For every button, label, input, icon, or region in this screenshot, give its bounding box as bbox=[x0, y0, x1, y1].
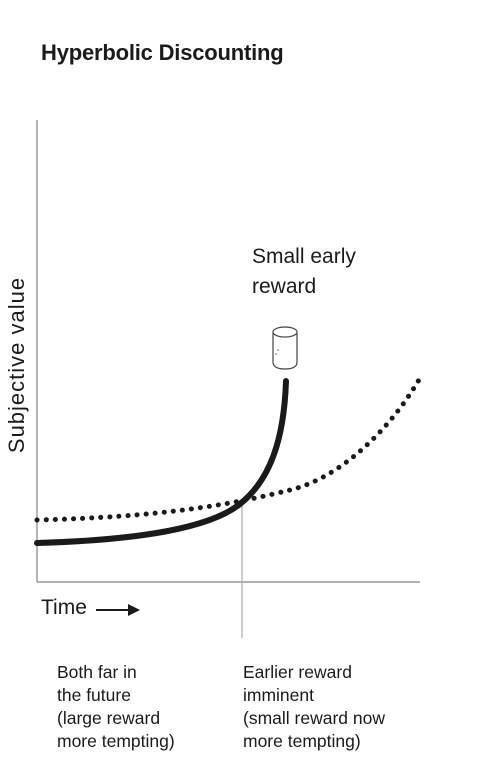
near-note-line: Earlier reward bbox=[243, 662, 352, 682]
far-note-line: (large reward bbox=[57, 708, 161, 728]
near-note-line: more tempting) bbox=[243, 731, 361, 751]
marshmallow-icon bbox=[272, 326, 298, 370]
diagram-title: Hyperbolic Discounting bbox=[41, 40, 284, 65]
near-note-line: imminent bbox=[243, 685, 314, 705]
far-future-note: Both far in the future (large reward mor… bbox=[57, 661, 175, 753]
dotted-discount-curve bbox=[34, 375, 423, 523]
far-note-line: the future bbox=[57, 685, 131, 705]
x-axis-label: Time bbox=[41, 596, 87, 619]
far-note-line: more tempting) bbox=[57, 731, 175, 751]
solid-discount-curve bbox=[34, 378, 289, 546]
near-note-line: (small reward now bbox=[243, 708, 385, 728]
annotation-line-1: Small early bbox=[252, 245, 356, 268]
small-early-reward-label: Small early reward bbox=[252, 242, 356, 302]
annotation-line-2: reward bbox=[252, 275, 317, 298]
imminent-note: Earlier reward imminent (small reward no… bbox=[243, 661, 385, 753]
far-note-line: Both far in bbox=[57, 662, 137, 682]
time-arrow-icon bbox=[96, 604, 140, 616]
